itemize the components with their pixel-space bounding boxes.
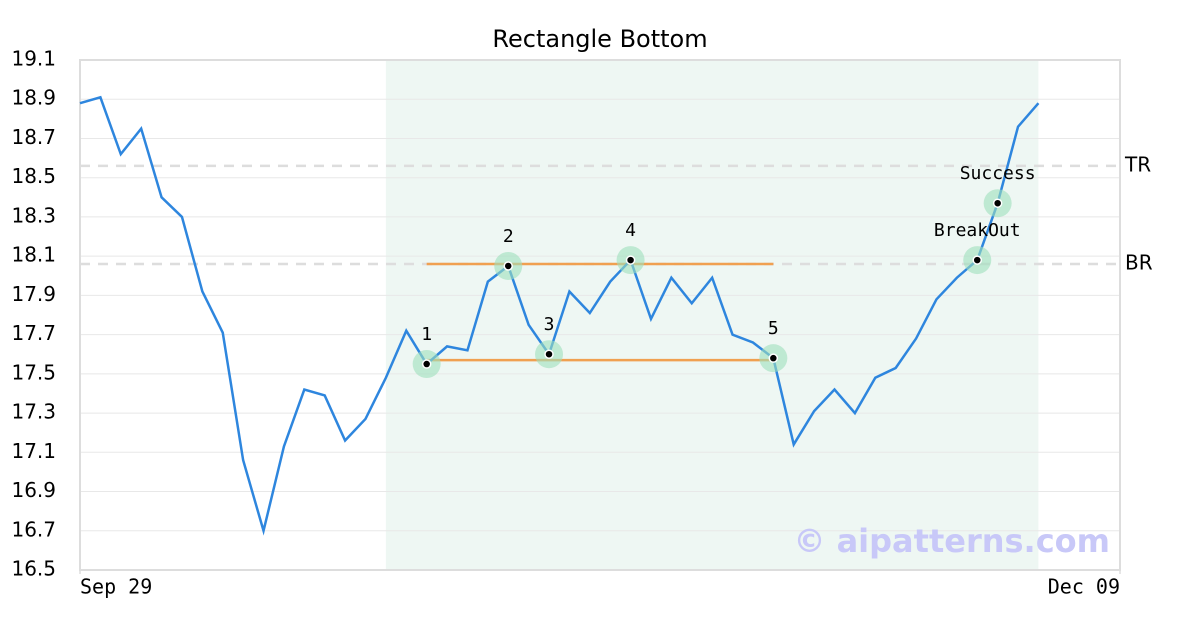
y-tick-label: 18.9	[11, 86, 56, 110]
y-tick-label: 17.3	[11, 400, 56, 424]
y-tick-label: 19.1	[11, 47, 56, 71]
y-tick-label: 18.7	[11, 125, 56, 149]
point-dot	[992, 198, 1003, 208]
point-label: 1	[421, 324, 432, 345]
point-label: 4	[625, 220, 636, 241]
y-tick-label: 16.7	[11, 517, 56, 541]
point-dot	[421, 359, 432, 369]
watermark: © aipatterns.com	[793, 522, 1110, 560]
point-label: 5	[768, 318, 779, 339]
level-label: TR	[1124, 152, 1151, 176]
point-dot	[768, 353, 779, 363]
y-tick-label: 17.5	[11, 360, 56, 384]
point-dot	[972, 255, 983, 265]
plot-frame	[79, 59, 1121, 571]
point-label: 2	[503, 226, 514, 247]
point-label: BreakOut	[934, 220, 1021, 241]
y-tick-label: 16.5	[11, 557, 56, 581]
point-label: Success	[960, 163, 1036, 184]
y-tick-label: 18.1	[11, 243, 56, 267]
chart-title: Rectangle Bottom	[492, 25, 707, 53]
point-dot	[503, 261, 513, 271]
point-dot	[544, 349, 554, 359]
point-label: 3	[544, 314, 555, 335]
price-line	[79, 95, 1040, 536]
y-tick-label: 18.5	[11, 164, 56, 188]
x-tick-label: Sep 29	[80, 575, 152, 599]
point-dot	[625, 255, 636, 265]
level-label: BR	[1125, 251, 1153, 275]
y-tick-label: 17.9	[11, 282, 56, 306]
y-tick-label: 17.7	[11, 321, 56, 345]
y-tick-label: 16.9	[11, 478, 56, 502]
highlight-region	[385, 60, 1039, 570]
y-tick-label: 18.3	[11, 203, 56, 227]
x-tick-label: Dec 09	[1048, 575, 1120, 599]
y-tick-label: 17.1	[11, 439, 56, 463]
